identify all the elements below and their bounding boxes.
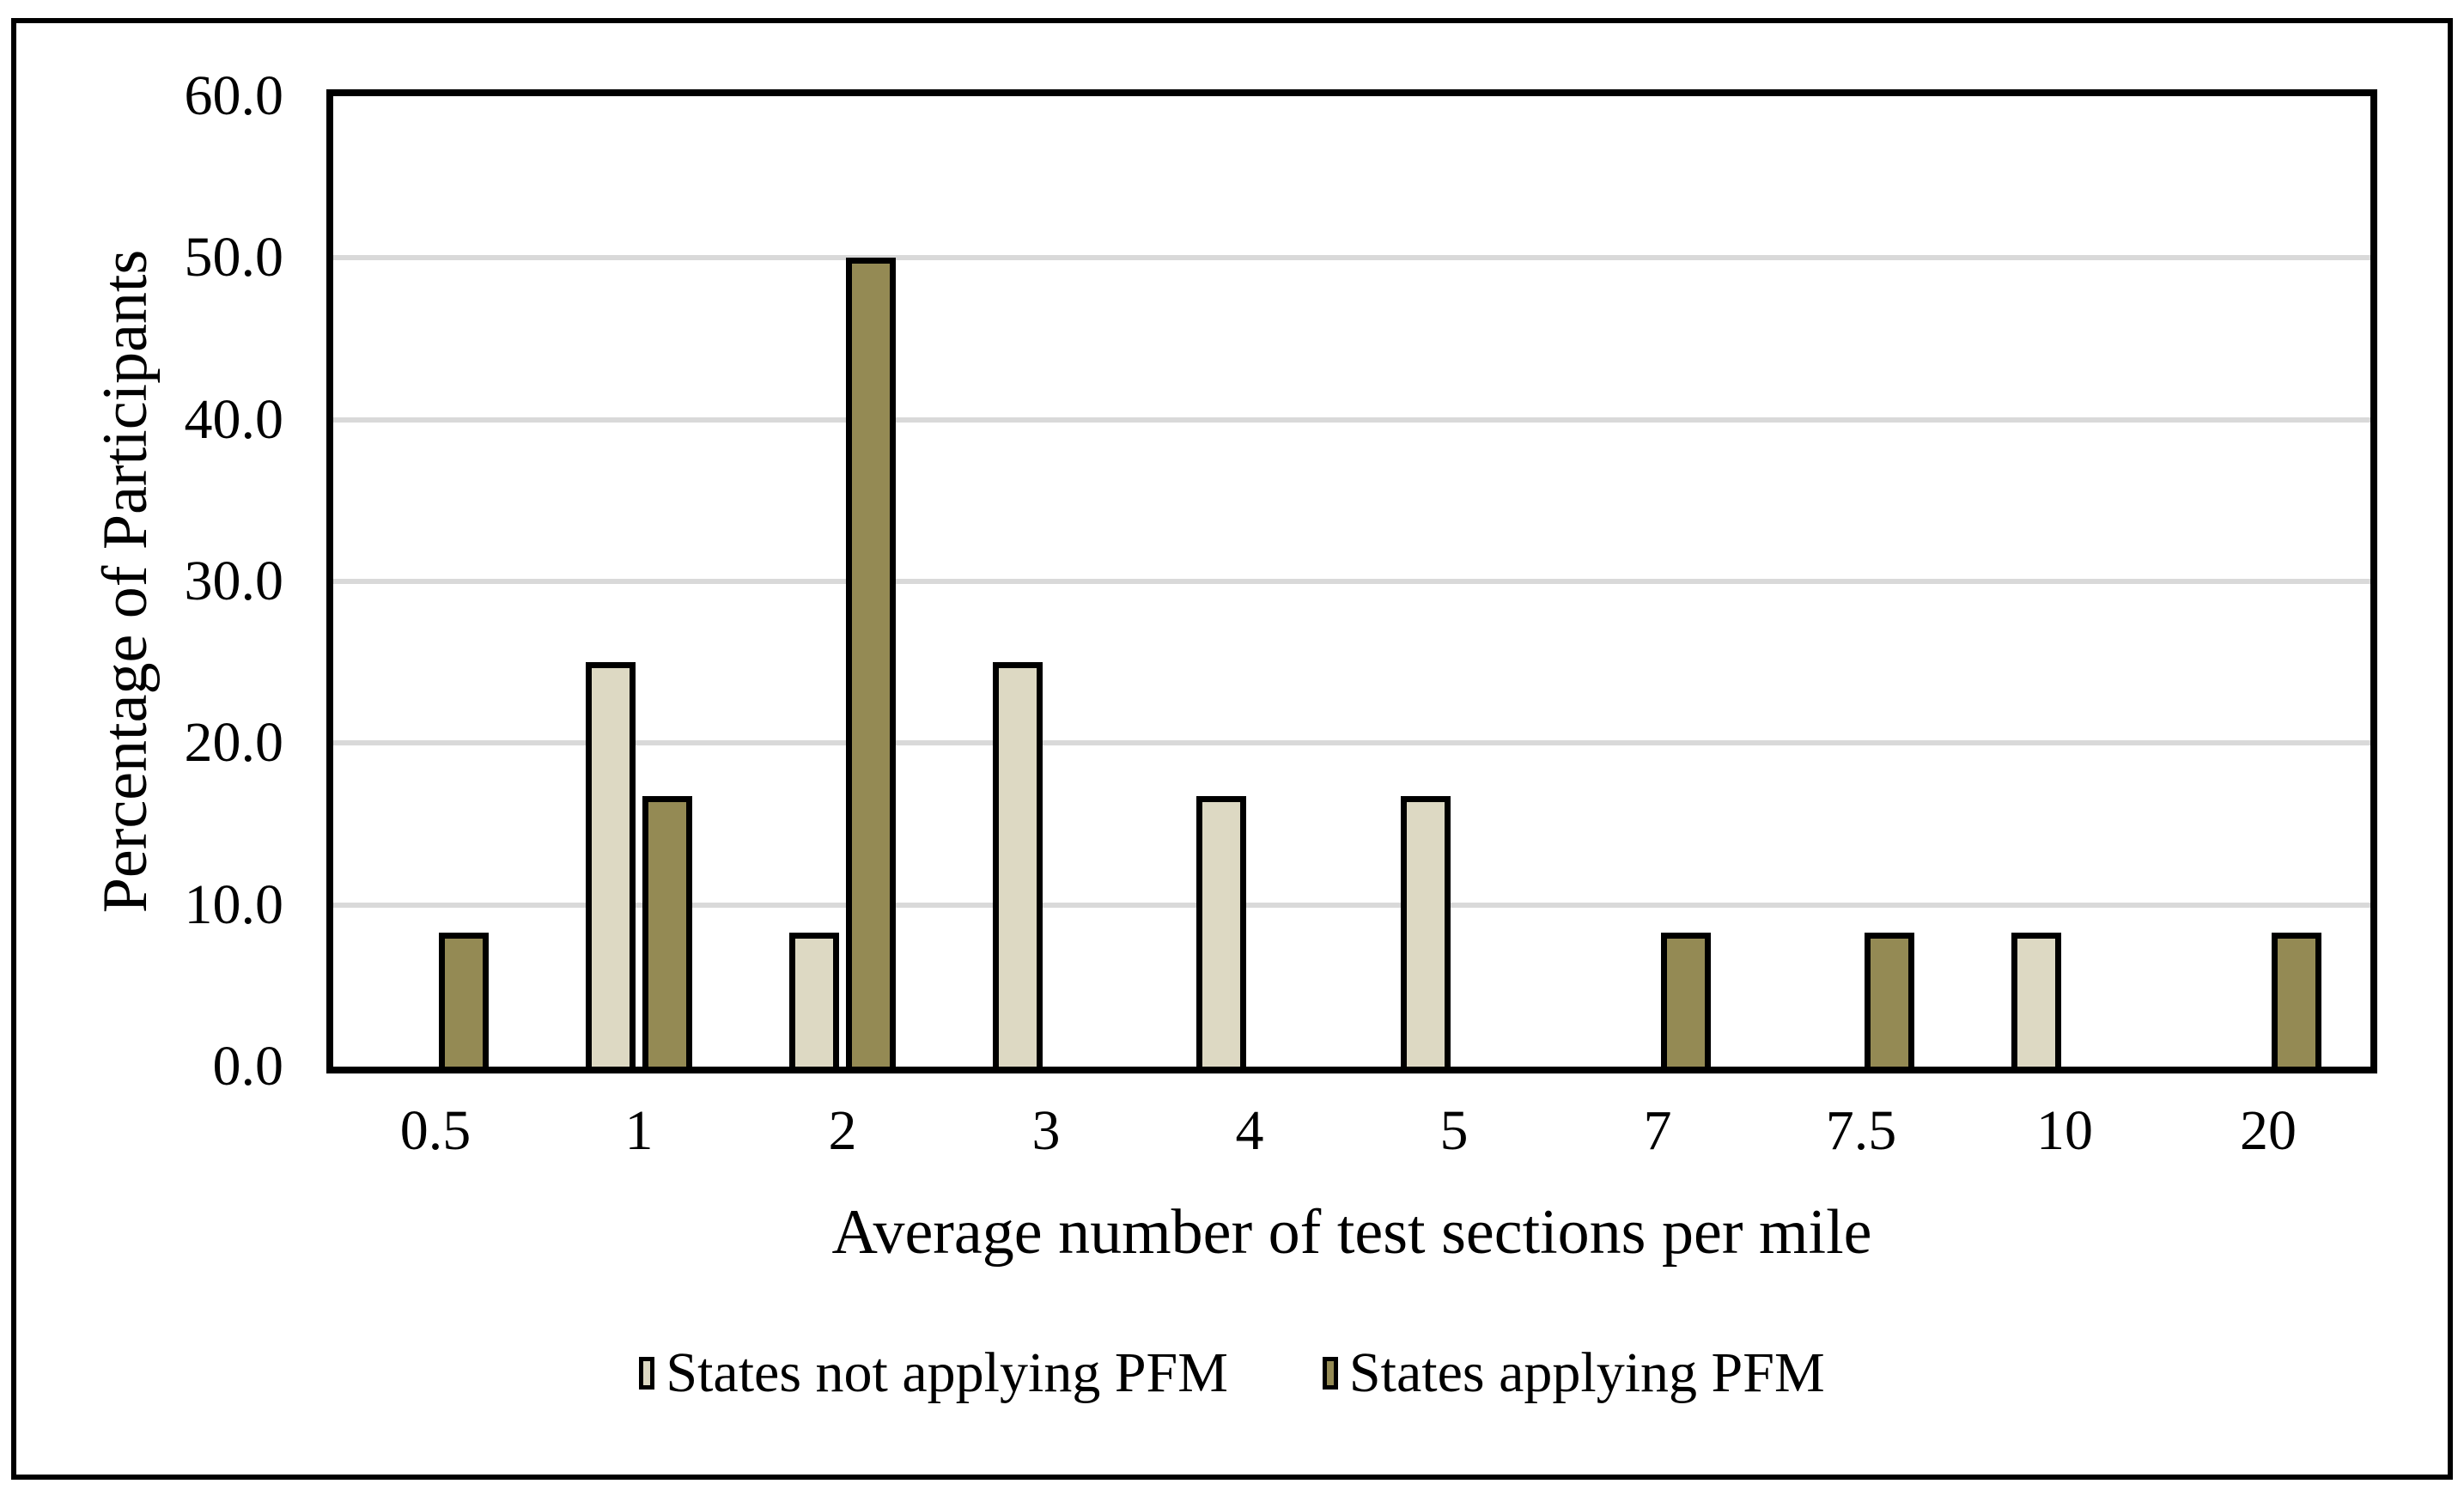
legend-marker-icon	[639, 1357, 655, 1390]
x-tick-label: 0.5	[399, 1099, 472, 1162]
x-tick-label: 4	[1235, 1099, 1264, 1162]
figure-border	[11, 18, 2453, 1480]
bar-series1-cat-7.5	[1865, 933, 1914, 1067]
y-tick-label: 20.0	[184, 711, 284, 774]
legend-label: States not applying PFM	[666, 1341, 1228, 1404]
plot-area	[326, 89, 2377, 1073]
legend-label: States applying PFM	[1348, 1341, 1825, 1404]
bar-series1-cat-7	[1661, 933, 1711, 1067]
x-tick-label: 3	[1031, 1099, 1061, 1162]
gridline	[333, 740, 2370, 746]
x-axis-title: Average number of test sections per mile	[831, 1197, 1872, 1268]
x-tick-label: 2	[828, 1099, 857, 1162]
x-tick-label: 10	[2036, 1099, 2093, 1162]
y-tick-label: 30.0	[184, 550, 284, 612]
x-tick-label: 5	[1439, 1099, 1469, 1162]
bar-series0-cat-1	[586, 662, 636, 1067]
x-tick-label: 1	[624, 1099, 654, 1162]
bar-series0-cat-3	[993, 662, 1043, 1067]
gridline	[333, 255, 2370, 261]
x-tick-label: 7	[1643, 1099, 1672, 1162]
gridline	[333, 417, 2370, 423]
legend-item: States applying PFM	[1322, 1341, 1825, 1404]
y-tick-label: 50.0	[184, 226, 284, 289]
bar-series1-cat-0.5	[439, 933, 489, 1067]
gridline	[333, 579, 2370, 584]
y-tick-label: 60.0	[184, 64, 284, 127]
y-tick-label: 10.0	[184, 873, 284, 936]
gridline	[333, 902, 2370, 908]
bar-series0-cat-10	[2011, 933, 2061, 1067]
x-tick-label: 20	[2240, 1099, 2297, 1162]
x-tick-label: 7.5	[1825, 1099, 1897, 1162]
y-tick-label: 40.0	[184, 388, 284, 451]
legend-marker-icon	[1322, 1357, 1338, 1390]
bar-series0-cat-2	[789, 933, 839, 1067]
bar-series1-cat-20	[2272, 933, 2321, 1067]
bar-series1-cat-1	[642, 796, 692, 1067]
bar-series1-cat-2	[846, 258, 896, 1067]
bar-series0-cat-4	[1196, 796, 1246, 1067]
legend: States not applying PFM States applying P…	[0, 1345, 2464, 1402]
y-tick-label: 0.0	[212, 1035, 284, 1098]
plot-inner	[333, 96, 2370, 1067]
bar-series0-cat-5	[1401, 796, 1451, 1067]
legend-item: States not applying PFM	[639, 1345, 1228, 1402]
